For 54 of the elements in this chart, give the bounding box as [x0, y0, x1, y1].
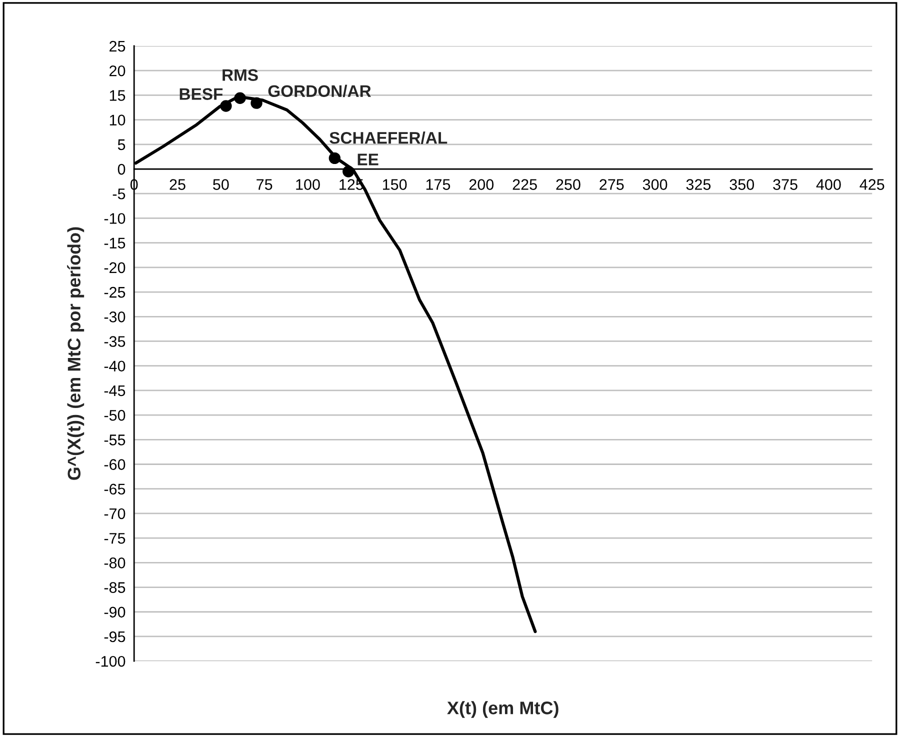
- y-tick-label: -20: [104, 262, 126, 274]
- annotation: BESF: [180, 88, 223, 100]
- x-tick-label: 175: [426, 179, 450, 190]
- annotation: EE: [358, 154, 378, 166]
- x-tick-label: 250: [556, 179, 580, 190]
- y-tick-label: -30: [104, 312, 126, 322]
- x-tick-label: 225: [512, 179, 537, 190]
- point: [234, 92, 246, 104]
- y-axis-title: G^(X(t)) (em MtC por período): [67, 227, 84, 480]
- y-tick-label: -25: [104, 286, 126, 298]
- x-tick-label: 375: [773, 179, 798, 190]
- y-tick-label: -10: [104, 213, 126, 224]
- y-tick-label: -85: [104, 582, 126, 593]
- point: [220, 100, 232, 112]
- annotation: GORDON/AR: [268, 84, 371, 98]
- y-tick-label: -60: [104, 459, 126, 470]
- y-tick-label: -80: [104, 558, 126, 568]
- x-tick-label: 150: [382, 179, 407, 190]
- point: [328, 152, 341, 164]
- annotation: RMS: [222, 69, 258, 81]
- y-tick-label: 15: [110, 90, 126, 101]
- y-tick-label: -75: [104, 533, 126, 544]
- x-tick-label: 275: [600, 179, 624, 190]
- x-tick-label: 200: [469, 179, 494, 190]
- x-tick-label: 75: [256, 179, 272, 190]
- y-tick-label: -65: [104, 484, 126, 495]
- x-tick-label: 325: [686, 179, 711, 190]
- x-tick-label: 350: [730, 179, 754, 190]
- x-tick-label: 100: [296, 179, 320, 190]
- y-tick-label: -55: [104, 434, 126, 446]
- y-tick-label: -5: [112, 188, 126, 200]
- x-tick-label: 50: [213, 179, 229, 190]
- point: [250, 97, 262, 109]
- point: [342, 166, 354, 178]
- x-axis-title: X(t) (em MtC): [447, 701, 558, 718]
- y-tick-label: -50: [104, 410, 126, 421]
- y-tick-label: -90: [104, 606, 126, 618]
- annotation: SCHAEFER/AL: [330, 132, 448, 144]
- y-tick-label: 20: [110, 65, 126, 76]
- y-tick-label: -45: [104, 385, 126, 396]
- y-tick-label: 10: [110, 114, 126, 126]
- x-tick-label: 400: [816, 179, 841, 190]
- x-tick-label: 425: [860, 179, 884, 190]
- y-tick-label: -35: [104, 336, 126, 347]
- y-tick-label: -70: [104, 508, 126, 520]
- y-tick-label: -95: [104, 631, 126, 642]
- y-tick-label: 5: [118, 139, 126, 150]
- y-tick-label: -15: [104, 238, 126, 249]
- y-tick-label: -40: [104, 360, 126, 372]
- y-tick-label: 25: [110, 40, 126, 52]
- x-tick-label: 25: [170, 179, 186, 190]
- y-tick-label: -100: [96, 656, 126, 667]
- y-tick-label: 0: [118, 164, 126, 175]
- x-tick-label: 300: [642, 179, 668, 190]
